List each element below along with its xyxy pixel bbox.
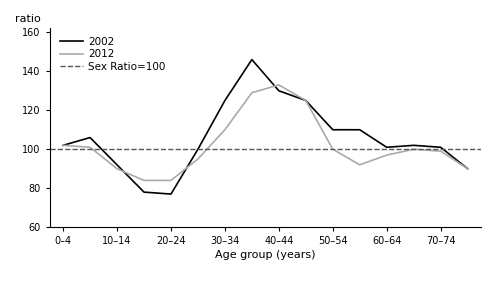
2012 [60,144,66,147]
2002 [303,99,309,102]
Line: 2002: 2002 [63,60,468,194]
2002 [465,167,471,170]
2002 [141,190,147,194]
2012 [330,147,336,151]
2012 [195,157,201,161]
2012 [168,179,174,182]
Sex Ratio=100 [87,147,93,151]
2012 [249,91,255,94]
2012 [411,147,417,151]
2012 [222,128,228,131]
2012 [437,149,443,153]
2002 [330,128,336,131]
2002 [195,147,201,151]
Line: 2012: 2012 [63,85,468,180]
2002 [411,144,417,147]
X-axis label: Age group (years): Age group (years) [215,250,315,260]
2002 [276,89,282,93]
2002 [168,192,174,196]
Legend: 2002, 2012, Sex Ratio=100: 2002, 2012, Sex Ratio=100 [59,36,167,73]
2002 [437,146,443,149]
Sex Ratio=100 [60,147,66,151]
2002 [222,99,228,102]
2012 [276,83,282,87]
2002 [384,146,390,149]
2002 [114,163,120,166]
2012 [114,167,120,170]
2012 [357,163,363,166]
2012 [465,167,471,170]
2002 [249,58,255,61]
Text: ratio: ratio [15,14,41,24]
2002 [87,136,93,139]
2002 [357,128,363,131]
2002 [60,144,66,147]
2012 [87,146,93,149]
2012 [384,153,390,157]
2012 [303,99,309,102]
2012 [141,179,147,182]
